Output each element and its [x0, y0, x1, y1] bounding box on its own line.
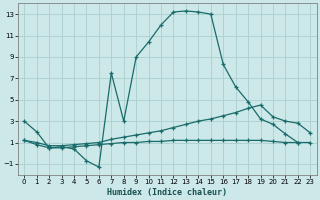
X-axis label: Humidex (Indice chaleur): Humidex (Indice chaleur) — [107, 188, 227, 197]
